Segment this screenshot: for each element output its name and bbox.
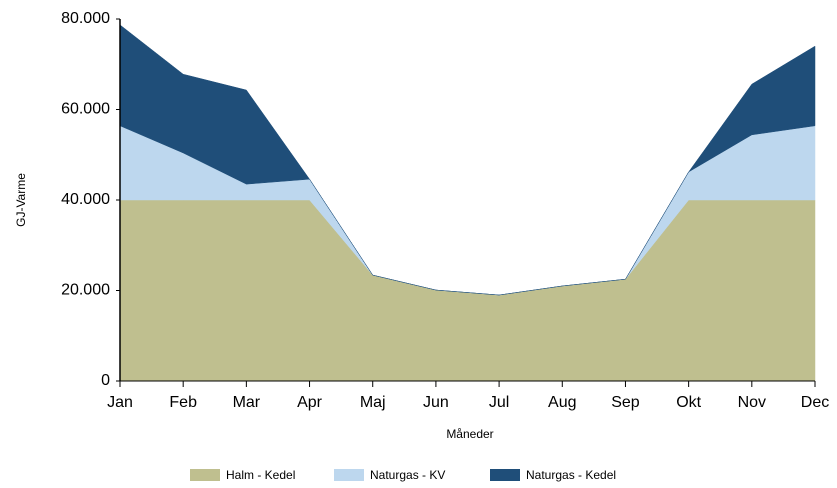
y-tick-label: 0 [101, 372, 110, 389]
x-tick-label: Jul [489, 394, 509, 411]
x-tick-label: Jan [107, 394, 133, 411]
legend-label: Halm - Kedel [226, 468, 295, 482]
legend-swatch [334, 469, 364, 481]
x-tick-label: Aug [548, 394, 576, 411]
x-tick-label: Feb [169, 394, 197, 411]
y-tick-label: 60.000 [61, 101, 110, 118]
x-tick-label: Okt [676, 394, 701, 411]
x-tick-label: Dec [801, 394, 829, 411]
area [119, 199, 816, 382]
legend-label: Naturgas - Kedel [526, 468, 616, 482]
x-tick-label: Apr [297, 394, 323, 411]
x-tick-label: Sep [611, 394, 640, 411]
x-tick-label: Nov [738, 394, 766, 411]
legend-label: Naturgas - KV [370, 468, 445, 482]
x-tick-label: Jun [423, 394, 449, 411]
x-tick-label: Maj [360, 394, 386, 411]
x-tick-label: Mar [233, 394, 261, 411]
area [119, 24, 816, 296]
y-tick-label: 40.000 [61, 191, 110, 208]
y-tick-label: 80.000 [61, 10, 110, 27]
legend-swatch [190, 469, 220, 481]
legend-swatch [490, 469, 520, 481]
x-axis-label: Måneder [446, 427, 493, 441]
y-axis-label: GJ-Varme [14, 173, 28, 227]
y-tick-label: 20.000 [61, 282, 110, 299]
